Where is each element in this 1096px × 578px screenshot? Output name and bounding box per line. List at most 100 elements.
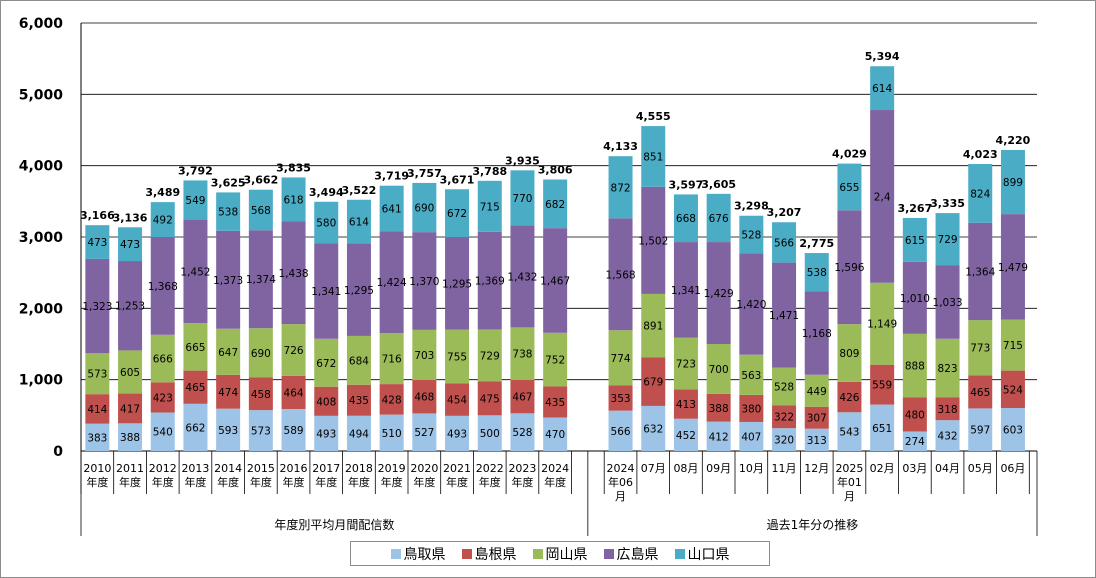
bar-segment bbox=[968, 375, 993, 409]
category-label: 年度 bbox=[511, 475, 533, 489]
bar-segment bbox=[739, 354, 764, 395]
data-label: 538 bbox=[807, 267, 827, 279]
bar-segment bbox=[85, 394, 110, 424]
category-label: 05月 bbox=[968, 462, 993, 475]
y-tick-label: 4,000 bbox=[19, 159, 64, 175]
legend-swatch bbox=[390, 548, 401, 559]
category-label: 2023 bbox=[508, 462, 536, 475]
data-label: 320 bbox=[774, 435, 794, 447]
bar-segment bbox=[510, 380, 535, 414]
bar-segment bbox=[902, 333, 927, 398]
data-label: 703 bbox=[414, 350, 434, 362]
data-label: 473 bbox=[87, 237, 107, 249]
data-label: 1,168 bbox=[802, 328, 832, 340]
bar-segment bbox=[608, 330, 633, 386]
bar-segment bbox=[477, 231, 502, 330]
bar-segment bbox=[837, 324, 862, 382]
category-label: 11月 bbox=[772, 462, 797, 475]
category-label: 08月 bbox=[673, 462, 698, 475]
legend-item: 鳥取県 bbox=[390, 544, 446, 564]
data-label: 465 bbox=[970, 387, 990, 399]
data-label: 1,467 bbox=[540, 275, 570, 287]
data-label: 1,370 bbox=[409, 276, 439, 288]
data-label: 388 bbox=[120, 432, 140, 444]
bar-segment bbox=[968, 408, 993, 451]
bar-segment bbox=[281, 221, 306, 325]
data-label: 647 bbox=[218, 347, 238, 359]
group-label: 過去1年分の推移 bbox=[767, 518, 859, 532]
legend-swatch bbox=[603, 548, 614, 559]
data-label: 679 bbox=[643, 377, 663, 389]
category-label: 2020 bbox=[410, 462, 438, 475]
bar-segment bbox=[477, 381, 502, 416]
category-label: 年度 bbox=[446, 475, 468, 489]
category-label: 年度 bbox=[152, 475, 174, 489]
bar-segment bbox=[248, 410, 273, 451]
data-label: 770 bbox=[512, 193, 532, 205]
bar-segment bbox=[346, 384, 371, 416]
data-label: 716 bbox=[382, 354, 402, 366]
category-label: 年度 bbox=[348, 475, 370, 489]
data-label: 414 bbox=[87, 404, 107, 416]
legend-item: 広島県 bbox=[603, 544, 659, 564]
bar-segment bbox=[118, 423, 143, 451]
total-label: 5,394 bbox=[865, 50, 900, 63]
data-label: 470 bbox=[545, 429, 565, 441]
data-label: 454 bbox=[447, 395, 467, 407]
data-label: 318 bbox=[938, 404, 958, 416]
legend-label: 広島県 bbox=[616, 546, 659, 563]
data-label: 738 bbox=[512, 349, 532, 361]
bar-segment bbox=[968, 320, 993, 376]
data-label: 465 bbox=[185, 382, 205, 394]
bar-segment bbox=[804, 291, 829, 375]
category-label: 2024 bbox=[541, 462, 569, 475]
total-label: 4,133 bbox=[603, 140, 638, 153]
total-label: 3,136 bbox=[113, 211, 148, 224]
total-label: 3,489 bbox=[145, 186, 180, 199]
data-label: 1,253 bbox=[115, 301, 145, 313]
bar-segment bbox=[837, 210, 862, 325]
bar-segment bbox=[641, 126, 666, 187]
data-label: 1,452 bbox=[180, 266, 210, 278]
category-label: 2016 bbox=[280, 462, 308, 475]
bar-segment bbox=[118, 227, 143, 262]
data-label: 603 bbox=[1003, 424, 1023, 436]
data-label: 593 bbox=[218, 425, 238, 437]
legend-label: 鳥取県 bbox=[403, 546, 446, 563]
category-label: 2011 bbox=[116, 462, 144, 475]
total-label: 4,029 bbox=[832, 148, 867, 161]
bar-segment bbox=[248, 377, 273, 411]
total-label: 3,757 bbox=[407, 167, 442, 180]
category-label: 年度 bbox=[283, 475, 305, 489]
category-label: 年度 bbox=[250, 475, 272, 489]
bar-segment bbox=[673, 337, 698, 390]
legend-item: 島根県 bbox=[461, 544, 517, 564]
bar-segment bbox=[150, 412, 175, 451]
data-label: 480 bbox=[905, 409, 925, 421]
data-label: 666 bbox=[153, 354, 173, 366]
data-label: 715 bbox=[1003, 340, 1023, 352]
total-label: 3,298 bbox=[734, 200, 769, 213]
data-label: 662 bbox=[185, 422, 205, 434]
data-label: 589 bbox=[284, 425, 304, 437]
total-label: 4,555 bbox=[636, 110, 671, 123]
bar-segment bbox=[150, 202, 175, 238]
group-label: 年度別平均月間配信数 bbox=[274, 517, 394, 532]
data-label: 274 bbox=[905, 436, 925, 448]
bar-segment bbox=[314, 243, 339, 339]
bar-segment bbox=[379, 333, 404, 385]
data-label: 668 bbox=[676, 213, 696, 225]
bar-segment bbox=[870, 66, 895, 111]
bar-segment bbox=[183, 370, 208, 404]
bar-segment bbox=[968, 222, 993, 321]
bar-segment bbox=[870, 282, 895, 365]
data-label: 1,368 bbox=[148, 281, 178, 293]
data-label: 1,432 bbox=[507, 271, 537, 283]
category-label: 12月 bbox=[804, 462, 829, 475]
total-label: 3,207 bbox=[767, 206, 802, 219]
bar-segment bbox=[314, 201, 339, 244]
bar-segment bbox=[150, 334, 175, 383]
bar-segment bbox=[706, 344, 731, 394]
category-label: 2022 bbox=[476, 462, 504, 475]
bar-segment bbox=[379, 231, 404, 334]
